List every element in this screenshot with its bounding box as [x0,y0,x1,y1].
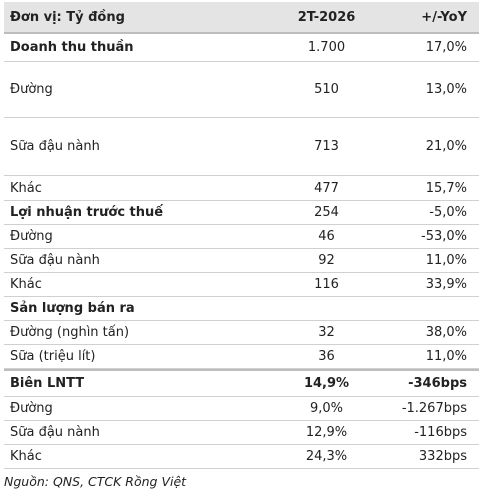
table-cell: -1.267bps [401,401,467,416]
table-cell: 21,0% [425,139,467,154]
table-cell: 713 [314,139,339,154]
table-cell: Biên LNTT [10,376,85,391]
table: Đơn vị: Tỷ đồng 2T-2026 +/-YoY Doanh thu… [4,2,479,469]
table-row: Đường 46 -53,0% [4,225,479,249]
table-cell: 33,9% [425,277,467,292]
header-row: Đơn vị: Tỷ đồng 2T-2026 +/-YoY [4,2,479,34]
table-row: Sữa (triệu lít) 36 11,0% [4,345,479,369]
table-cell: Lợi nhuận trước thuế [10,205,164,220]
table-cell: 24,3% [305,449,348,464]
table-cell: Đường [10,82,53,97]
table-cell: Khác [10,180,42,196]
table-cell: 116 [314,277,339,292]
table-cell: 32 [318,325,335,340]
table-cell: Khác [10,449,42,464]
table-cell: -346bps [408,376,467,391]
table-cell: Sữa đậu nành [10,253,100,268]
table-cell: 13,0% [425,82,467,97]
table-cell: 92 [318,253,335,268]
table-row: Lợi nhuận trước thuế 254 -5,0% [4,201,479,225]
table-cell: 46 [318,229,335,244]
table-row: Khác 116 33,9% [4,273,479,297]
table-cell: Doanh thu thuần [10,40,134,55]
table-cell: 11,0% [425,253,467,268]
table-cell: 17,0% [425,40,467,55]
source-note: Nguồn: QNS, CTCK Rồng Việt [4,474,187,489]
table-cell: Sữa đậu nành [10,139,100,154]
table-cell: Sản lượng bán ra [10,301,135,316]
table-cell: -5,0% [429,205,467,220]
table-cell: -116bps [414,425,467,440]
table-row: Sữa đậu nành 713 21,0% [4,118,479,176]
table-cell: 14,9% [303,376,350,391]
table-row: Doanh thu thuần 1.700 17,0% [4,34,479,62]
table-cell: 510 [314,82,339,97]
table-cell: 9,0% [309,401,344,416]
header-cell: +/-YoY [421,9,467,25]
table-row: Đường 9,0% -1.267bps [4,397,479,421]
table-cell: Sữa đậu nành [10,425,100,440]
table-cell: Khác [10,277,42,292]
table-row: Đường (nghìn tấn) 32 38,0% [4,321,479,345]
table-cell: 1.700 [307,40,346,55]
table-row: Đường 510 13,0% [4,62,479,118]
table-cell: -53,0% [421,229,467,244]
table-cell: 332bps [418,449,467,464]
table-cell: Sữa (triệu lít) [10,349,96,364]
table-row: Khác 477 15,7% [4,176,479,201]
table-row: Sản lượng bán ra [4,297,479,321]
table-cell: Đường [10,401,53,416]
table-cell: 36 [318,349,335,364]
header-cell: 2T-2026 [297,9,356,25]
table-cell: 12,9% [305,425,348,440]
table-cell: 38,0% [425,325,467,340]
table-cell: 254 [314,205,339,220]
table-cell: Đường (nghìn tấn) [10,325,130,340]
table-row: Biên LNTT 14,9% -346bps [4,369,479,397]
table-row: Sữa đậu nành 92 11,0% [4,249,479,273]
table-cell: Đường [10,229,53,244]
table-row: Khác 24,3% 332bps [4,445,479,469]
header-cell: Đơn vị: Tỷ đồng [10,9,125,25]
table-cell: 15,7% [425,180,467,196]
table-cell: 477 [314,180,339,196]
table-row: Sữa đậu nành 12,9% -116bps [4,421,479,445]
table-cell: 11,0% [425,349,467,364]
